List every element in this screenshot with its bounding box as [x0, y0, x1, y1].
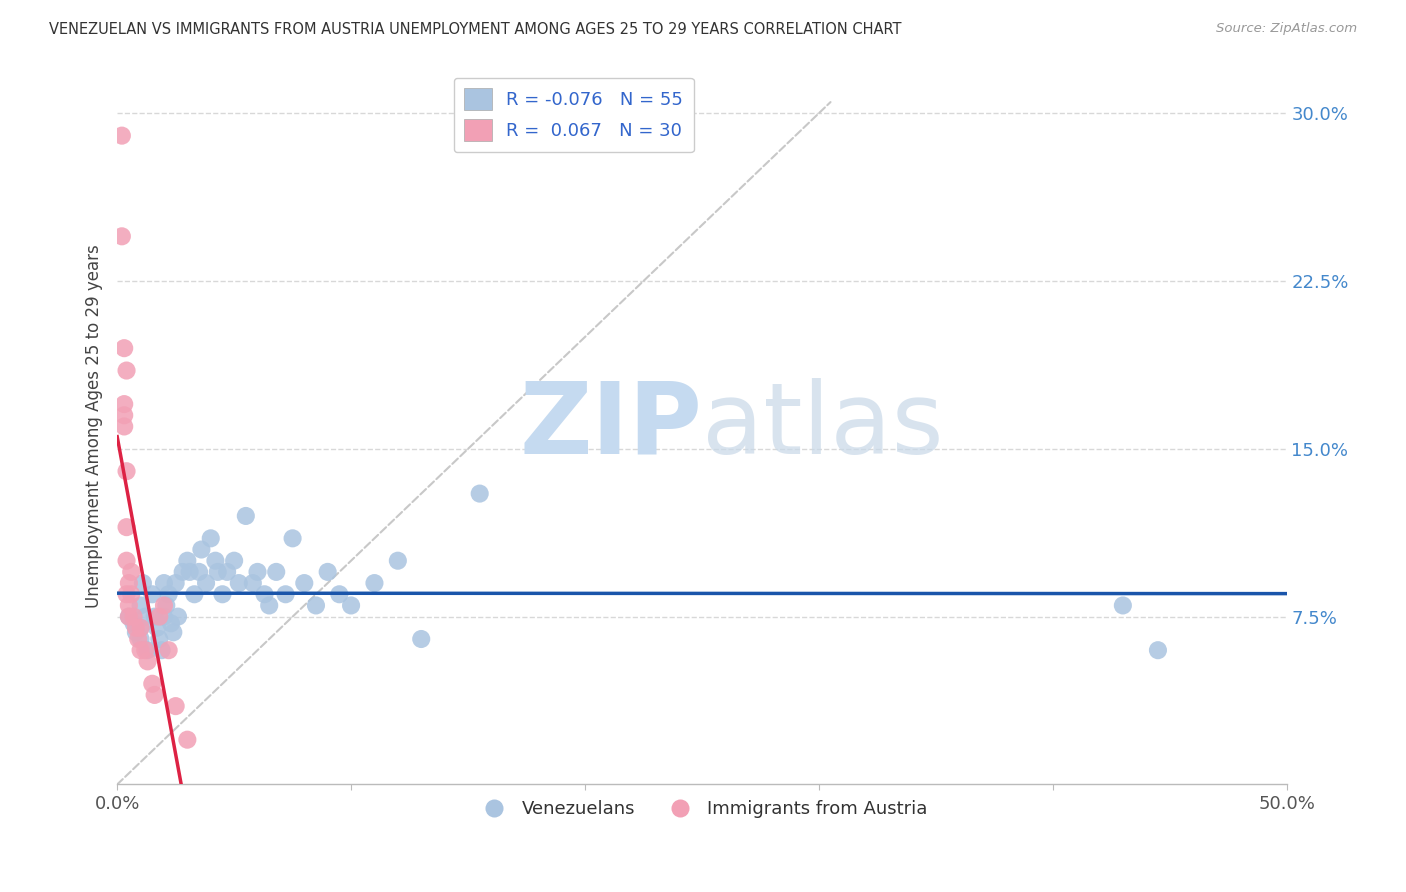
Point — [115, 554, 138, 568]
Point — [115, 520, 138, 534]
Point — [136, 643, 159, 657]
Point — [141, 587, 163, 601]
Point — [115, 363, 138, 377]
Point — [134, 609, 156, 624]
Point — [316, 565, 339, 579]
Point — [264, 565, 287, 579]
Point — [125, 621, 148, 635]
Point — [132, 576, 155, 591]
Point — [155, 599, 177, 613]
Point — [129, 621, 152, 635]
Point — [228, 576, 250, 591]
Legend: Venezuelans, Immigrants from Austria: Venezuelans, Immigrants from Austria — [470, 793, 935, 825]
Point — [246, 565, 269, 579]
Point — [165, 699, 187, 714]
Point — [148, 632, 170, 646]
Point — [328, 587, 350, 601]
Point — [387, 554, 409, 568]
Point — [129, 599, 152, 613]
Point — [111, 229, 134, 244]
Point — [129, 621, 152, 635]
Point — [153, 609, 176, 624]
Point — [112, 397, 135, 411]
Point — [1112, 599, 1135, 613]
Point — [115, 464, 138, 478]
Point — [305, 599, 328, 613]
Point — [281, 532, 304, 546]
Point — [165, 576, 187, 591]
Point — [183, 587, 205, 601]
Point — [127, 632, 149, 646]
Point — [129, 632, 152, 646]
Point — [172, 565, 194, 579]
Text: Source: ZipAtlas.com: Source: ZipAtlas.com — [1216, 22, 1357, 36]
Text: VENEZUELAN VS IMMIGRANTS FROM AUSTRIA UNEMPLOYMENT AMONG AGES 25 TO 29 YEARS COR: VENEZUELAN VS IMMIGRANTS FROM AUSTRIA UN… — [49, 22, 901, 37]
Point — [112, 341, 135, 355]
Point — [120, 587, 142, 601]
Point — [157, 643, 180, 657]
Point — [118, 609, 141, 624]
Point — [148, 609, 170, 624]
Point — [153, 576, 176, 591]
Point — [157, 587, 180, 601]
Point — [115, 587, 138, 601]
Point — [195, 576, 218, 591]
Point — [143, 688, 166, 702]
Point — [253, 587, 276, 601]
Point — [118, 609, 141, 624]
Point — [143, 609, 166, 624]
Point — [141, 677, 163, 691]
Point — [188, 565, 211, 579]
Point — [257, 599, 280, 613]
Point — [167, 609, 190, 624]
Point — [125, 625, 148, 640]
Point — [120, 565, 142, 579]
Text: atlas: atlas — [702, 378, 943, 475]
Point — [224, 554, 246, 568]
Point — [340, 599, 363, 613]
Point — [122, 616, 145, 631]
Point — [217, 565, 239, 579]
Point — [207, 565, 229, 579]
Point — [112, 419, 135, 434]
Point — [292, 576, 315, 591]
Point — [411, 632, 433, 646]
Point — [1147, 643, 1170, 657]
Point — [134, 643, 156, 657]
Point — [146, 621, 169, 635]
Point — [153, 599, 176, 613]
Point — [118, 599, 141, 613]
Text: ZIP: ZIP — [519, 378, 702, 475]
Point — [468, 486, 491, 500]
Point — [176, 554, 198, 568]
Point — [200, 532, 222, 546]
Point — [136, 654, 159, 668]
Point — [363, 576, 385, 591]
Point — [150, 643, 173, 657]
Point — [129, 643, 152, 657]
Point — [160, 616, 183, 631]
Point — [274, 587, 297, 601]
Point — [211, 587, 233, 601]
Point — [242, 576, 264, 591]
Point — [122, 609, 145, 624]
Point — [190, 542, 212, 557]
Point — [179, 565, 201, 579]
Point — [112, 409, 135, 423]
Point — [176, 732, 198, 747]
Point — [235, 508, 257, 523]
Point — [111, 128, 134, 143]
Point — [162, 625, 184, 640]
Point — [118, 576, 141, 591]
Y-axis label: Unemployment Among Ages 25 to 29 years: Unemployment Among Ages 25 to 29 years — [86, 244, 103, 608]
Point — [204, 554, 226, 568]
